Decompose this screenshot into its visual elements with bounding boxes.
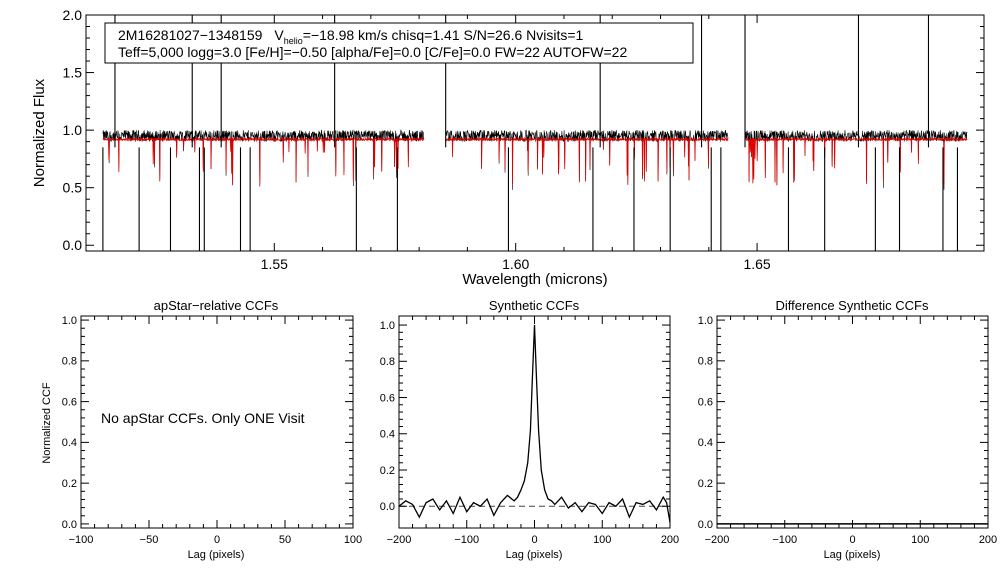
ccf0-xtick-label: 50 xyxy=(279,534,291,546)
ccf0-xtick-label: −50 xyxy=(140,534,159,546)
star-id: 2M16281027−1348159 xyxy=(118,27,263,43)
ccf0-ytick-label: 1.0 xyxy=(62,315,77,327)
model-spectrum-line xyxy=(102,136,425,185)
vhelio-and-stats: =−18.98 km/s chisq=1.41 S/N=26.6 Nvisits… xyxy=(303,27,584,43)
ccf0-ytick-label: 0.4 xyxy=(62,437,77,449)
ccf2-xtick-label: −200 xyxy=(705,534,730,546)
ccf0-ytick-label: 0.0 xyxy=(62,519,77,531)
ccf0-xtick-label: −100 xyxy=(69,534,94,546)
ccf-difference-frame xyxy=(716,315,989,529)
spectrum-axes-frame xyxy=(85,14,985,252)
ccf1-ytick-label: 0.0 xyxy=(380,501,395,513)
ccf2-xtick-label: 100 xyxy=(911,534,929,546)
ccf-synthetic-frame xyxy=(398,315,671,529)
ccf1-xtick-label: −100 xyxy=(454,534,479,546)
spectrum-ytick-label: 0.5 xyxy=(63,180,83,196)
ccf-apstar-xlabel: Lag (pixels) xyxy=(188,549,245,561)
ccf-synthetic-plot-area xyxy=(398,325,671,523)
ccf-apstar-ticks: −100 −50 0 50 100 0.0 0.2 0.4 0.6 0.8 1.0 xyxy=(62,315,362,546)
spectrum-xtick-label: 1.55 xyxy=(261,256,288,272)
spectrum-info-box xyxy=(104,22,694,64)
spectrum-ytick-label: 2.0 xyxy=(63,7,83,23)
spectrum-ylabel: Normalized Flux xyxy=(31,78,48,187)
observed-spectrum-line xyxy=(445,129,729,190)
ccf1-xtick-label: 100 xyxy=(593,534,611,546)
ccf-panel-difference: Difference Synthetic CCFs −200 −100 0 100 20… xyxy=(698,298,997,561)
ccf0-xtick-label: 0 xyxy=(214,534,220,546)
ccf1-xtick-label: 0 xyxy=(531,534,537,546)
spectrum-ytick-label: 0.0 xyxy=(63,237,83,253)
ccf0-ytick-label: 0.8 xyxy=(62,356,77,368)
ccf2-xtick-label: −100 xyxy=(772,534,797,546)
ccf-panel-apstar: apStar−relative CCFs −100 −50 0 50 100 0.0 0.2… xyxy=(41,298,362,561)
ccf0-xtick-label: 100 xyxy=(344,534,362,546)
ccf2-ytick-label: 0.4 xyxy=(698,437,713,449)
ccf1-ytick-label: 0.2 xyxy=(380,465,395,477)
ccf-difference-ticks: −200 −100 0 100 200 0.0 0.2 0.4 0.6 0.8 1.0 xyxy=(698,315,997,546)
vhelio-subscript: helio xyxy=(284,36,303,46)
model-spectrum-line xyxy=(445,136,729,185)
ccf-synthetic-title: Synthetic CCFs xyxy=(489,298,580,313)
ccf-difference-xlabel: Lag (pixels) xyxy=(824,549,881,561)
spectrum-ytick-label: 1.0 xyxy=(63,122,83,138)
ccf2-ytick-label: 1.0 xyxy=(698,315,713,327)
spectrum-xlabel: Wavelength (microns) xyxy=(462,271,607,288)
vhelio-symbol: V xyxy=(274,27,284,43)
ccf2-ytick-label: 0.2 xyxy=(698,478,713,490)
ccf0-ytick-label: 0.6 xyxy=(62,396,77,408)
ccf1-ytick-label: 0.6 xyxy=(380,392,395,404)
ccf2-ytick-label: 0.8 xyxy=(698,356,713,368)
spectrum-ytick-label: 1.5 xyxy=(63,64,83,80)
synthetic-ccf-line xyxy=(398,325,671,523)
ccf1-ytick-label: 1.0 xyxy=(380,320,395,332)
ccf-panel-synthetic: Synthetic CCFs −200 −100 0 100 200 0.0 0.2 0.4 0… xyxy=(380,298,679,561)
ccf-apstar-title: apStar−relative CCFs xyxy=(154,298,279,313)
spectrum-info-line1: 2M16281027−1348159 Vhelio=−18.98 km/s chi… xyxy=(118,27,584,46)
ccf0-ytick-label: 0.2 xyxy=(62,478,77,490)
observed-spectrum-line xyxy=(744,129,968,190)
spectrum-ticks: 1.55 1.60 1.65 0.0 0.5 1.0 1.5 2.0 xyxy=(63,7,984,272)
spectrum-info-line2: Teff=5,000 logg=3.0 [Fe/H]=−0.50 [alpha/… xyxy=(118,44,627,60)
ccf2-ytick-label: 0.0 xyxy=(698,519,713,531)
ccf-apstar-ylabel: Normalized CCF xyxy=(41,382,53,464)
model-spectrum-line xyxy=(744,136,968,185)
ccf-synthetic-ticks: −200 −100 0 100 200 0.0 0.2 0.4 0.6 0.8 1.0 xyxy=(380,316,679,546)
ccf1-ytick-label: 0.4 xyxy=(380,429,395,441)
spectrum-panel: 1.55 1.60 1.65 0.0 0.5 1.0 1.5 2.0 2M16281027−1… xyxy=(31,7,985,288)
ccf-synthetic-xlabel: Lag (pixels) xyxy=(506,549,563,561)
ccf1-xtick-label: 200 xyxy=(661,534,679,546)
ccf-difference-title: Difference Synthetic CCFs xyxy=(776,298,929,313)
spectrum-xtick-label: 1.60 xyxy=(502,256,529,272)
ccf-apstar-message: No apStar CCFs. Only ONE Visit xyxy=(101,410,305,426)
ccf1-ytick-label: 0.8 xyxy=(380,356,395,368)
ccf2-xtick-label: 200 xyxy=(979,534,997,546)
ccf1-xtick-label: −200 xyxy=(387,534,412,546)
spectrum-xtick-label: 1.65 xyxy=(743,256,770,272)
ccf2-ytick-label: 0.6 xyxy=(698,396,713,408)
ccf2-xtick-label: 0 xyxy=(849,534,855,546)
